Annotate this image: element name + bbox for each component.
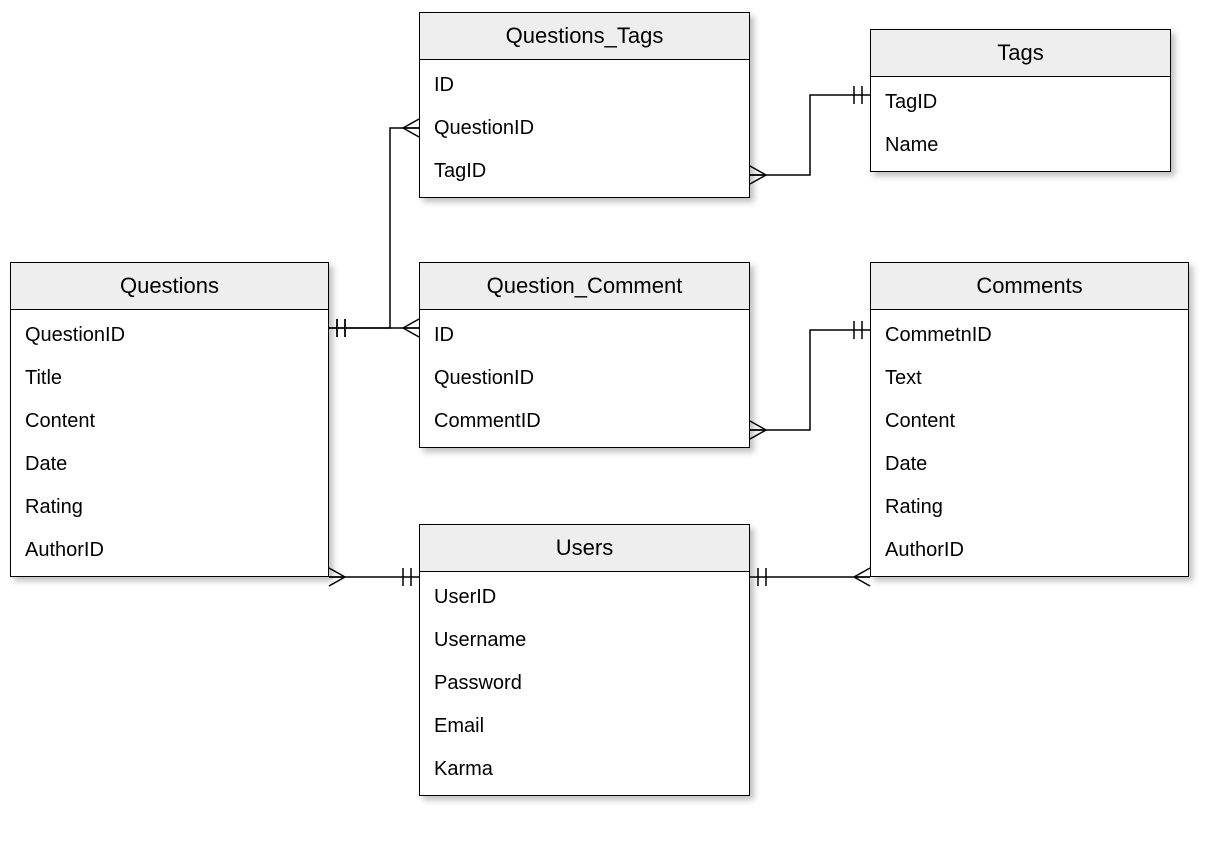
- entity-comments: Comments CommetnID Text Content Date Rat…: [870, 262, 1189, 577]
- entity-attr: CommentID: [420, 400, 749, 443]
- entity-attr: Rating: [871, 486, 1188, 529]
- entity-tags: Tags TagID Name: [870, 29, 1171, 172]
- entity-attr: QuestionID: [420, 107, 749, 150]
- entity-attr: Password: [420, 662, 749, 705]
- er-diagram-canvas: Questions_Tags ID QuestionID TagID Tags …: [0, 0, 1226, 862]
- entity-body: QuestionID Title Content Date Rating Aut…: [11, 310, 328, 576]
- entity-attr: AuthorID: [11, 529, 328, 572]
- entity-title: Questions: [11, 263, 328, 310]
- entity-question-comment: Question_Comment ID QuestionID CommentID: [419, 262, 750, 448]
- entity-title: Comments: [871, 263, 1188, 310]
- entity-attr: TagID: [871, 81, 1170, 124]
- entity-attr: UserID: [420, 576, 749, 619]
- entity-attr: Content: [871, 400, 1188, 443]
- entity-attr: AuthorID: [871, 529, 1188, 572]
- entity-body: ID QuestionID TagID: [420, 60, 749, 197]
- entity-attr: Username: [420, 619, 749, 662]
- entity-attr: QuestionID: [420, 357, 749, 400]
- entity-body: TagID Name: [871, 77, 1170, 171]
- entity-users: Users UserID Username Password Email Kar…: [419, 524, 750, 796]
- entity-attr: TagID: [420, 150, 749, 193]
- entity-attr: QuestionID: [11, 314, 328, 357]
- entity-title: Users: [420, 525, 749, 572]
- entity-attr: Karma: [420, 748, 749, 791]
- entity-attr: Date: [871, 443, 1188, 486]
- entity-title: Question_Comment: [420, 263, 749, 310]
- entity-attr: Title: [11, 357, 328, 400]
- entity-body: CommetnID Text Content Date Rating Autho…: [871, 310, 1188, 576]
- entity-title: Tags: [871, 30, 1170, 77]
- entity-body: UserID Username Password Email Karma: [420, 572, 749, 795]
- entity-attr: Content: [11, 400, 328, 443]
- entity-attr: ID: [420, 314, 749, 357]
- entity-attr: ID: [420, 64, 749, 107]
- entity-attr: CommetnID: [871, 314, 1188, 357]
- entity-questions: Questions QuestionID Title Content Date …: [10, 262, 329, 577]
- entity-attr: Email: [420, 705, 749, 748]
- entity-attr: Date: [11, 443, 328, 486]
- entity-title: Questions_Tags: [420, 13, 749, 60]
- entity-attr: Rating: [11, 486, 328, 529]
- entity-attr: Text: [871, 357, 1188, 400]
- entity-questions-tags: Questions_Tags ID QuestionID TagID: [419, 12, 750, 198]
- entity-body: ID QuestionID CommentID: [420, 310, 749, 447]
- entity-attr: Name: [871, 124, 1170, 167]
